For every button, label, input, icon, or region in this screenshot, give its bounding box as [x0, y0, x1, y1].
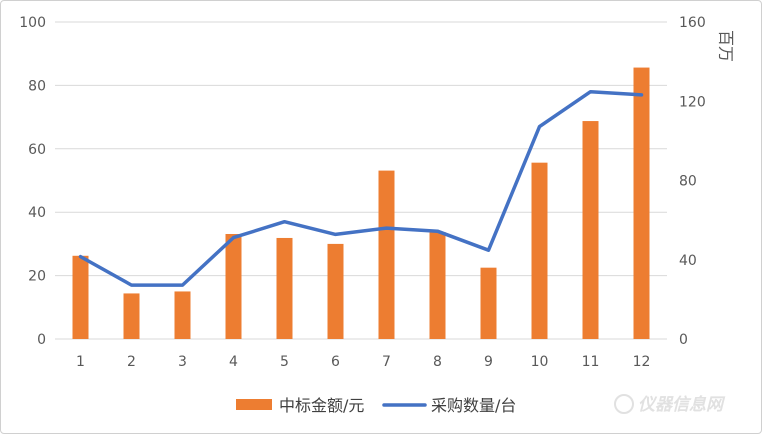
- right-tick-label: 0: [679, 332, 688, 348]
- x-tick-label: 7: [382, 354, 391, 370]
- x-tick-label: 11: [582, 354, 600, 370]
- bar-2: [123, 293, 140, 339]
- bar-8: [429, 232, 446, 339]
- right-axis-title: 百万: [717, 30, 736, 62]
- left-tick-label: 100: [19, 15, 46, 31]
- line-series-purchase-quantity: [78, 89, 644, 287]
- x-axis: 1 2 3 4 5 6 7 8 9 10 11 12: [76, 354, 650, 370]
- bar-10: [531, 162, 548, 339]
- bar-7: [378, 170, 395, 339]
- right-tick-label: 120: [679, 94, 706, 110]
- right-tick-label: 160: [679, 15, 706, 31]
- legend-swatch-bid-amount: [236, 399, 272, 410]
- bar-4: [225, 233, 242, 339]
- right-tick-label: 40: [679, 253, 697, 269]
- series-line-purchase-quantity: [78, 89, 644, 287]
- left-tick-label: 0: [37, 332, 46, 348]
- left-tick-label: 40: [28, 205, 46, 221]
- x-tick-label: 5: [280, 354, 289, 370]
- x-tick-label: 9: [484, 354, 493, 370]
- x-tick-label: 4: [229, 354, 238, 370]
- bar-12: [633, 67, 650, 339]
- left-tick-label: 20: [28, 269, 46, 285]
- watermark-logo: 仪器信息网: [614, 394, 726, 415]
- left-y-axis: 0 20 40 60 80 100: [19, 15, 46, 348]
- bar-series-bid-amount: [72, 67, 650, 339]
- x-tick-label: 12: [633, 354, 651, 370]
- bar-9: [480, 267, 497, 339]
- legend-label-purchase-quantity: 采购数量/台: [431, 396, 516, 415]
- gridlines: [55, 21, 667, 340]
- left-tick-label: 80: [28, 78, 46, 94]
- x-tick-label: 3: [178, 354, 187, 370]
- x-tick-label: 6: [331, 354, 340, 370]
- right-tick-label: 80: [679, 174, 697, 190]
- watermark-logo-icon: [614, 394, 634, 414]
- x-tick-label: 1: [76, 354, 85, 370]
- legend-label-bid-amount: 中标金额/元: [279, 396, 364, 415]
- x-tick-label: 10: [531, 354, 549, 370]
- x-tick-label: 2: [127, 354, 136, 370]
- watermark-text: 仪器信息网: [638, 395, 726, 415]
- legend: 中标金额/元 采购数量/台: [236, 396, 516, 415]
- bar-11: [582, 121, 599, 339]
- left-tick-label: 60: [28, 142, 46, 158]
- bar-3: [174, 291, 191, 339]
- bar-1: [72, 255, 89, 339]
- bar-5: [276, 237, 293, 339]
- bar-6: [327, 243, 344, 339]
- right-y-axis: 0 40 80 120 160: [679, 15, 706, 348]
- x-tick-label: 8: [433, 354, 442, 370]
